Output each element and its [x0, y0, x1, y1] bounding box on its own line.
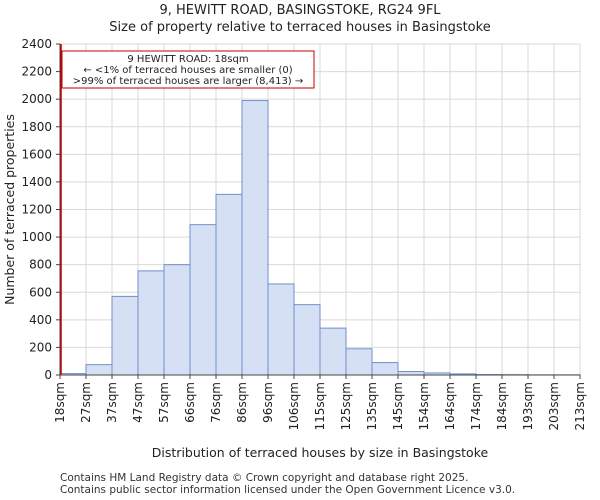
- histogram-bar: [319, 327, 347, 376]
- histogram-bar: [397, 371, 425, 376]
- histogram-bar: [163, 264, 191, 376]
- y-tick-label: 1400: [21, 175, 52, 189]
- histogram-bar: [267, 283, 295, 376]
- y-tick-label: 400: [29, 313, 52, 327]
- footer-copyright: Contains HM Land Registry data © Crown c…: [60, 472, 469, 484]
- chart-title: 9, HEWITT ROAD, BASINGSTOKE, RG24 9FL: [159, 3, 441, 18]
- y-tick-label: 600: [29, 285, 52, 299]
- histogram-bar: [293, 304, 321, 376]
- annotation-line: 9 HEWITT ROAD: 18sqm: [127, 54, 248, 65]
- chart-subtitle: Size of property relative to terraced ho…: [109, 20, 491, 35]
- x-tick-label: 164sqm: [443, 382, 457, 430]
- x-tick-label: 154sqm: [417, 382, 431, 430]
- histogram-bar: [137, 270, 165, 376]
- y-tick-label: 0: [44, 368, 52, 382]
- y-tick-label: 800: [29, 258, 52, 272]
- x-tick-label: 125sqm: [339, 382, 353, 430]
- y-tick-label: 1800: [21, 120, 52, 134]
- y-tick-label: 1600: [21, 147, 52, 161]
- x-tick-label: 135sqm: [365, 382, 379, 430]
- x-tick-label: 203sqm: [547, 382, 561, 430]
- annotation-line: ← <1% of terraced houses are smaller (0): [83, 65, 292, 76]
- y-axis-label: Number of terraced properties: [2, 114, 17, 305]
- annotation-box: [61, 50, 315, 89]
- y-tick-label: 2400: [21, 37, 52, 51]
- histogram-bar: [85, 364, 113, 376]
- histogram-bar: [371, 362, 399, 376]
- histogram-chart: 0 200 400 600 800 1000 1200 1400 1600 1800 2000 220…: [2, 37, 587, 460]
- x-tick-label: 57sqm: [157, 382, 171, 423]
- y-tick-label: 1000: [21, 230, 52, 244]
- x-tick-label: 184sqm: [495, 382, 509, 430]
- x-tick-label: 37sqm: [105, 382, 119, 423]
- x-tick-label: 193sqm: [521, 382, 535, 430]
- x-tick-label: 66sqm: [183, 382, 197, 423]
- histogram-bar: [111, 295, 139, 376]
- annotation-line: >99% of terraced houses are larger (8,41…: [73, 76, 304, 87]
- footer-licence: Contains public sector information licen…: [60, 484, 516, 496]
- y-tick-label: 2200: [21, 65, 52, 79]
- x-tick-label: 213sqm: [573, 382, 587, 430]
- x-tick-label: 145sqm: [391, 382, 405, 430]
- histogram-bar: [345, 348, 373, 376]
- x-tick-label: 27sqm: [79, 382, 93, 423]
- histogram-bar: [241, 100, 269, 376]
- x-tick-label: 96sqm: [261, 382, 275, 423]
- x-tick-label: 47sqm: [131, 382, 145, 423]
- x-tick-label: 106sqm: [287, 382, 301, 430]
- x-tick-label: 86sqm: [235, 382, 249, 423]
- histogram-bar: [215, 193, 243, 376]
- y-tick-label: 2000: [21, 92, 52, 106]
- histogram-bar: [189, 224, 217, 376]
- y-tick-label: 1200: [21, 203, 52, 217]
- x-tick-label: 76sqm: [209, 382, 223, 423]
- x-axis-label: Distribution of terraced houses by size …: [152, 445, 489, 460]
- x-tick-label: 115sqm: [313, 382, 327, 430]
- x-tick-label: 18sqm: [53, 382, 67, 423]
- y-tick-label: 200: [29, 340, 52, 354]
- x-tick-label: 174sqm: [469, 382, 483, 430]
